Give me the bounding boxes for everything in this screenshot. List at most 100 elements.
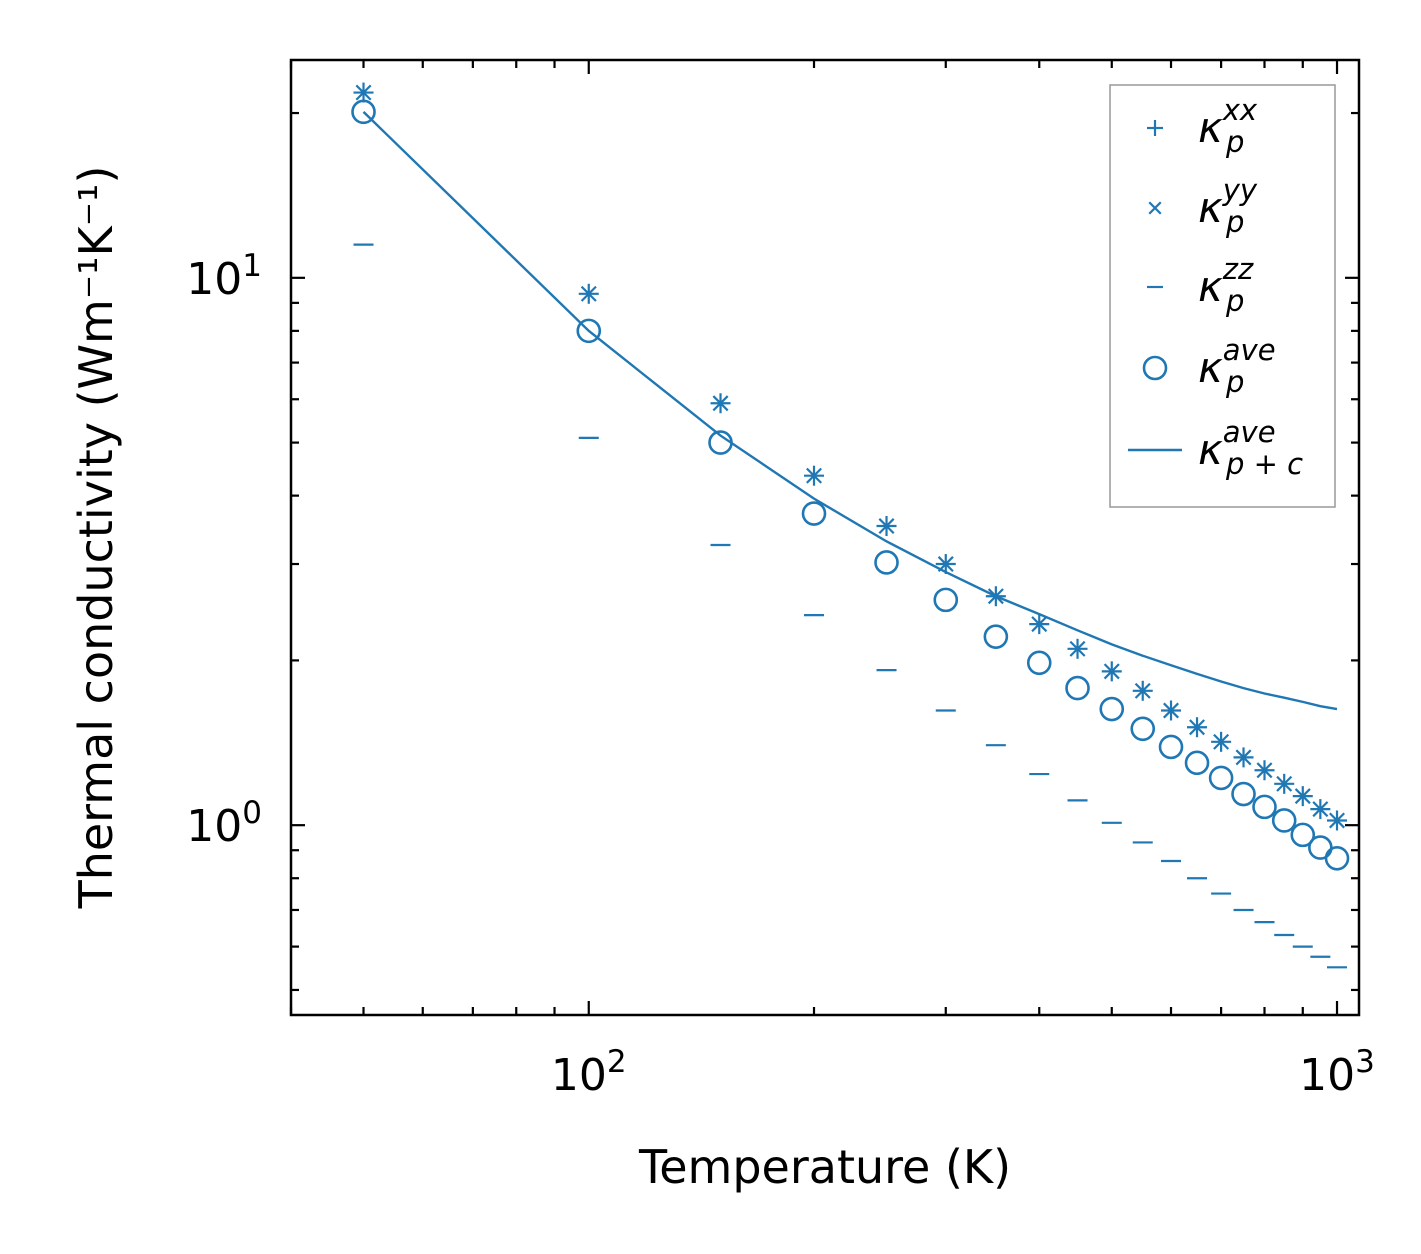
data-point bbox=[1031, 616, 1048, 633]
data-point-b bbox=[1189, 719, 1206, 736]
y-tick-label-base: 10 bbox=[186, 254, 242, 305]
data-point bbox=[1069, 640, 1086, 657]
legend-label-sup: zz bbox=[1222, 252, 1254, 286]
data-point-b bbox=[1276, 775, 1293, 792]
plot-area bbox=[289, 58, 1361, 1017]
data-point bbox=[1130, 716, 1156, 742]
data-point bbox=[1290, 822, 1316, 848]
data-point bbox=[1103, 663, 1120, 680]
legend-label-base: κ bbox=[1198, 425, 1223, 474]
legend-label-base: κ bbox=[1198, 343, 1223, 392]
series-1 bbox=[355, 84, 1345, 829]
data-point-b bbox=[1256, 762, 1273, 779]
legend-label-sup: ave bbox=[1223, 415, 1276, 449]
legend-item-0: κxx p bbox=[1147, 93, 1258, 159]
legend-item-2: κzz p bbox=[1147, 252, 1254, 318]
legend-marker-icon bbox=[1147, 120, 1163, 136]
data-point bbox=[1065, 675, 1090, 701]
data-point-b bbox=[712, 395, 729, 412]
data-point-b bbox=[1329, 812, 1345, 829]
y-tick-label: 101 bbox=[186, 248, 262, 305]
data-point bbox=[351, 99, 376, 125]
data-point bbox=[355, 84, 372, 101]
axes-frame bbox=[289, 58, 1361, 1017]
legend-label-sub: p bbox=[1225, 284, 1244, 318]
legend-label-sup: ave bbox=[1223, 333, 1276, 367]
x-tick-label-exp: 2 bbox=[607, 1044, 627, 1080]
series-2 bbox=[353, 243, 1348, 969]
legend-label: κxx p bbox=[1198, 93, 1258, 159]
data-point bbox=[1134, 682, 1151, 699]
data-point-b bbox=[580, 285, 597, 302]
legend-label: κyy p bbox=[1198, 173, 1258, 239]
data-point bbox=[1231, 781, 1256, 807]
legend-label-sub: p bbox=[1225, 205, 1244, 239]
legend-label-sub: p bbox=[1225, 125, 1244, 159]
data-point bbox=[1276, 775, 1293, 792]
data-point bbox=[1308, 835, 1333, 860]
legend-label: κave p + c bbox=[1198, 415, 1303, 481]
x-tick-label: 102 bbox=[551, 1044, 627, 1101]
legend-label-base: κ bbox=[1198, 262, 1223, 311]
legend-item-1: κyy p bbox=[1148, 173, 1258, 239]
data-point bbox=[1208, 765, 1234, 791]
data-point-b bbox=[878, 518, 895, 535]
legend-item-3: κave p bbox=[1142, 333, 1276, 399]
data-point-b bbox=[1312, 801, 1329, 818]
series-3 bbox=[351, 99, 1350, 871]
data-point bbox=[1184, 750, 1210, 776]
data-point-b bbox=[1031, 616, 1048, 633]
series-4 bbox=[362, 110, 1338, 711]
data-point bbox=[1312, 801, 1329, 818]
y-tick-label-base: 10 bbox=[186, 801, 242, 852]
data-point bbox=[983, 624, 1009, 649]
legend-item-4: κave p + c bbox=[1128, 415, 1303, 481]
legend-marker-icon-b bbox=[1148, 201, 1162, 215]
data-point bbox=[874, 550, 899, 575]
data-point-b bbox=[806, 467, 822, 484]
data-point bbox=[933, 587, 959, 613]
legend-label-sup: yy bbox=[1222, 173, 1258, 207]
data-point bbox=[1099, 696, 1125, 722]
x-tick-label-exp: 3 bbox=[1355, 1044, 1375, 1080]
x-axis-label: Temperature (K) bbox=[638, 1140, 1011, 1194]
data-point bbox=[1163, 702, 1179, 719]
data-point-b bbox=[1134, 682, 1151, 699]
legend-label-base: κ bbox=[1198, 103, 1223, 152]
data-point-b bbox=[1213, 733, 1230, 750]
x-tick-label-base: 10 bbox=[551, 1050, 607, 1101]
y-tick-label: 100 bbox=[186, 795, 262, 852]
data-point-b bbox=[1103, 663, 1120, 680]
major-ticks bbox=[291, 60, 1359, 1015]
data-point bbox=[801, 501, 827, 526]
data-point bbox=[1252, 794, 1277, 820]
legend-marker-icon bbox=[1142, 355, 1168, 381]
minor-ticks bbox=[289, 60, 1359, 1015]
data-point-b bbox=[355, 84, 372, 101]
data-point bbox=[1271, 808, 1297, 833]
data-point bbox=[1189, 719, 1206, 736]
data-point bbox=[1329, 812, 1345, 829]
data-point bbox=[580, 285, 597, 302]
data-point bbox=[576, 318, 602, 344]
y-tick-label-exp: 0 bbox=[242, 795, 262, 831]
data-point bbox=[1213, 733, 1230, 750]
data-point-b bbox=[1163, 702, 1179, 719]
legend-frame bbox=[1109, 84, 1336, 508]
data-point bbox=[1256, 762, 1273, 779]
legend-label: κave p bbox=[1198, 333, 1276, 399]
data-point-b bbox=[1235, 749, 1252, 766]
legend-label-sup: xx bbox=[1222, 93, 1258, 127]
data-point bbox=[1026, 650, 1052, 676]
data-point bbox=[712, 395, 729, 412]
data-point bbox=[1235, 749, 1252, 766]
x-tick-label-base: 10 bbox=[1299, 1050, 1355, 1101]
legend-label: κzz p bbox=[1198, 252, 1254, 318]
legend-label-base: κ bbox=[1198, 183, 1223, 232]
series-layer bbox=[351, 82, 1350, 969]
data-point bbox=[1158, 734, 1184, 760]
